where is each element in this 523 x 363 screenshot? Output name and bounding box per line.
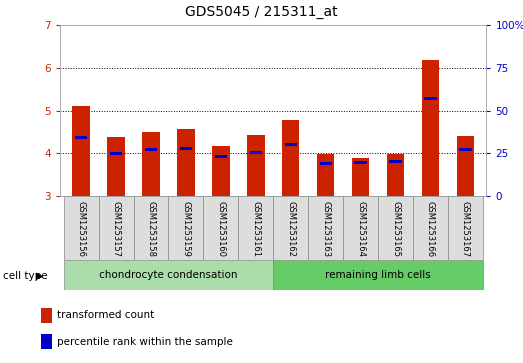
Bar (107, 137, 125, 196)
Bar (387, 154, 404, 196)
FancyBboxPatch shape (378, 196, 413, 260)
Bar (422, 60, 439, 196)
Text: chondrocyte condensation: chondrocyte condensation (99, 270, 237, 280)
Bar (459, 148, 472, 151)
Bar (317, 154, 334, 196)
Bar (249, 151, 262, 154)
FancyBboxPatch shape (168, 196, 203, 260)
Text: GSM1253167: GSM1253167 (461, 201, 470, 257)
FancyBboxPatch shape (274, 260, 483, 290)
FancyBboxPatch shape (64, 260, 274, 290)
Text: GSM1253160: GSM1253160 (217, 201, 225, 257)
FancyBboxPatch shape (308, 196, 343, 260)
Bar (247, 135, 265, 196)
Text: GSM1253165: GSM1253165 (391, 201, 400, 257)
Text: GDS5045 / 215311_at: GDS5045 / 215311_at (185, 5, 338, 20)
Bar (355, 161, 367, 164)
Bar (352, 159, 369, 196)
FancyBboxPatch shape (343, 196, 378, 260)
Text: GSM1253161: GSM1253161 (251, 201, 260, 257)
Bar (180, 147, 192, 150)
Text: transformed count: transformed count (56, 310, 154, 321)
Bar (72, 106, 90, 196)
Bar (282, 120, 300, 196)
FancyBboxPatch shape (203, 196, 238, 260)
Bar (142, 132, 160, 196)
FancyBboxPatch shape (413, 196, 448, 260)
Bar (212, 146, 230, 196)
Text: GSM1253156: GSM1253156 (76, 201, 86, 257)
Text: GSM1253163: GSM1253163 (321, 201, 330, 257)
FancyBboxPatch shape (274, 196, 308, 260)
FancyBboxPatch shape (448, 196, 483, 260)
Bar (390, 160, 402, 163)
Bar (215, 155, 227, 158)
FancyBboxPatch shape (133, 196, 168, 260)
Text: GSM1253164: GSM1253164 (356, 201, 365, 257)
Text: GSM1253166: GSM1253166 (426, 201, 435, 257)
Bar (177, 130, 195, 196)
Text: percentile rank within the sample: percentile rank within the sample (56, 337, 233, 347)
Text: cell type: cell type (3, 271, 47, 281)
Text: GSM1253157: GSM1253157 (111, 201, 120, 257)
Text: GSM1253162: GSM1253162 (286, 201, 295, 257)
Bar (75, 136, 87, 139)
Text: ▶: ▶ (36, 271, 43, 281)
Bar (285, 143, 297, 146)
Bar (457, 136, 474, 196)
Bar (424, 97, 437, 100)
Bar (145, 148, 157, 151)
FancyBboxPatch shape (64, 196, 98, 260)
Bar (41, 308, 52, 323)
FancyBboxPatch shape (238, 196, 274, 260)
Bar (320, 162, 332, 165)
Bar (110, 152, 122, 155)
Text: remaining limb cells: remaining limb cells (325, 270, 431, 280)
FancyBboxPatch shape (98, 196, 133, 260)
Text: GSM1253159: GSM1253159 (181, 201, 190, 257)
Text: GSM1253158: GSM1253158 (146, 201, 155, 257)
Bar (41, 334, 52, 349)
